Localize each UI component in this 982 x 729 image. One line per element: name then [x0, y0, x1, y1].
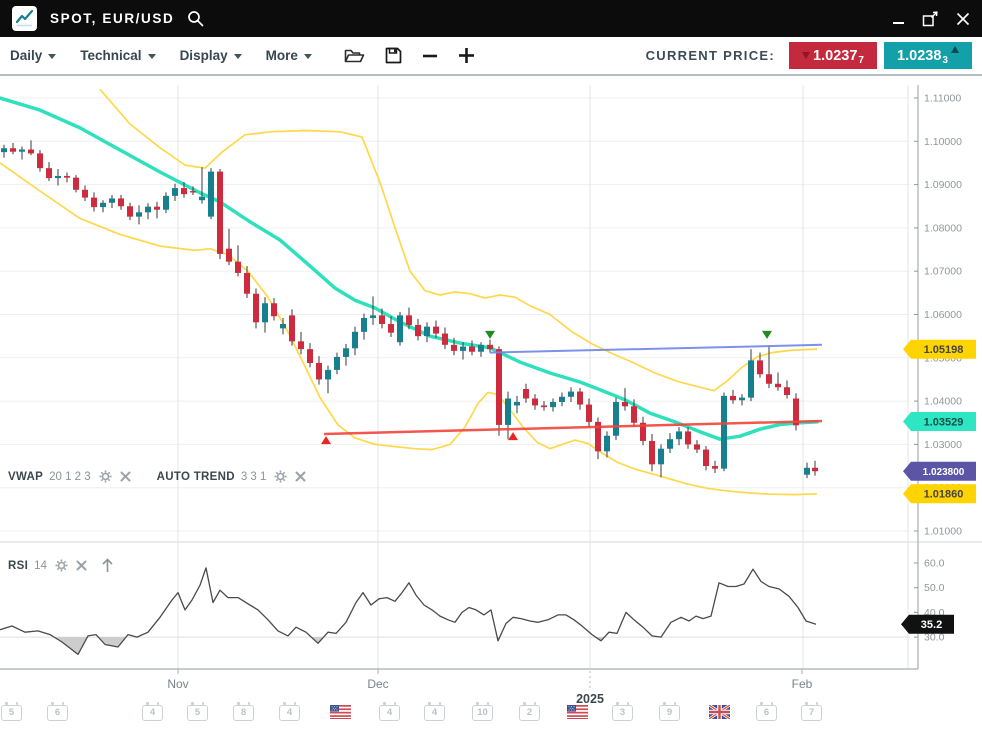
calendar-event-icon[interactable]: 4 [424, 702, 445, 721]
zoom-in-icon[interactable] [458, 47, 475, 64]
svg-text:1.11000: 1.11000 [924, 93, 961, 105]
svg-text:1.03000: 1.03000 [924, 439, 962, 451]
us-flag-icon[interactable] [330, 705, 351, 719]
calendar-event-icon[interactable]: 4 [379, 702, 400, 721]
bid-price-badge: 1.0237 7 [789, 42, 877, 69]
price-axis-labels: 1.11000 1.10000 1.09000 1.08000 1.07000 1.060… [914, 93, 962, 644]
us-flag-icon[interactable] [567, 705, 588, 719]
rsi-move-up-icon[interactable] [101, 558, 114, 573]
rsi-line [0, 567, 817, 656]
svg-text:1.023800: 1.023800 [923, 467, 965, 478]
svg-text:Dec: Dec [367, 677, 388, 691]
rsi-settings-gear-icon[interactable] [55, 559, 68, 572]
arrow-down-icon [802, 52, 811, 59]
vwap-settings-gear-icon[interactable] [99, 470, 112, 483]
chevron-down-icon [147, 54, 156, 59]
price-tags: 1.05198 1.03529 1.023800 1.01860 35.2 [901, 339, 976, 634]
display-menu[interactable]: Display [180, 48, 242, 63]
svg-text:1.01860: 1.01860 [924, 489, 964, 501]
calendar-event-icon[interactable]: 3 [612, 702, 633, 721]
candlestick-series [1, 140, 818, 479]
calendar-event-icon[interactable]: 2 [519, 702, 540, 721]
svg-text:50.0: 50.0 [924, 582, 945, 594]
rsi-oversold-fill [0, 637, 816, 655]
calendar-event-icon[interactable]: 4 [142, 702, 163, 721]
calendar-event-icon[interactable]: 6 [47, 702, 68, 721]
minimize-icon[interactable] [892, 12, 905, 25]
price-chart-svg[interactable]: 1.11000 1.10000 1.09000 1.08000 1.07000 1.060… [0, 78, 982, 729]
technical-menu[interactable]: Technical [80, 48, 156, 63]
close-icon[interactable] [956, 12, 970, 26]
more-menu[interactable]: More [266, 48, 312, 63]
svg-text:60.0: 60.0 [924, 558, 945, 570]
uk-flag-icon[interactable] [709, 705, 730, 719]
chart-area: 1.11000 1.10000 1.09000 1.08000 1.07000 1.060… [0, 78, 982, 729]
vwap-line [0, 96, 819, 441]
window-controls [892, 10, 970, 27]
svg-text:Feb: Feb [792, 677, 813, 691]
auto-trend-lines [323, 343, 823, 436]
rsi-indicator-label: RSI [8, 559, 29, 572]
time-axis-labels: Nov Dec Feb 2025 [167, 669, 813, 706]
svg-text:1.10000: 1.10000 [924, 136, 962, 148]
grid-lines [0, 85, 910, 669]
save-icon[interactable] [385, 47, 402, 64]
chevron-down-icon [303, 54, 312, 59]
chevron-down-icon [48, 54, 57, 59]
trend-markers [321, 330, 772, 445]
calendar-event-icon[interactable]: 7 [801, 702, 822, 721]
autotrend-settings-gear-icon[interactable] [274, 470, 287, 483]
svg-text:1.01000: 1.01000 [924, 526, 962, 538]
autotrend-remove-icon[interactable] [295, 471, 306, 482]
symbol-title: SPOT, EUR/USD [50, 11, 175, 26]
vwap-indicator-label: VWAP [8, 470, 44, 483]
open-folder-icon[interactable] [344, 47, 365, 64]
calendar-event-icon[interactable]: 6 [756, 702, 777, 721]
svg-text:35.2: 35.2 [921, 619, 942, 631]
calendar-event-icon[interactable]: 9 [659, 702, 680, 721]
indicator-labels-row: VWAP 20 1 2 3 AUTO TREND 3 3 1 [8, 470, 306, 483]
ask-price-badge: 1.0238 3 [884, 42, 972, 69]
autotrend-indicator-params: 3 3 1 [240, 470, 267, 483]
svg-text:Nov: Nov [167, 677, 188, 691]
chart-app-icon [12, 6, 37, 31]
search-icon[interactable] [187, 10, 204, 27]
chart-toolbar: Daily Technical Display More CUR [0, 37, 982, 76]
svg-text:1.09000: 1.09000 [924, 179, 962, 191]
calendar-event-icon[interactable]: 10 [472, 702, 493, 721]
autotrend-indicator-label: AUTO TREND [156, 470, 235, 483]
svg-text:1.06000: 1.06000 [924, 309, 962, 321]
zoom-out-icon[interactable] [422, 48, 438, 64]
svg-text:1.03529: 1.03529 [924, 416, 964, 428]
calendar-event-icon[interactable]: 4 [279, 702, 300, 721]
vwap-remove-icon[interactable] [120, 471, 131, 482]
svg-text:2025: 2025 [576, 692, 604, 706]
rsi-indicator-params: 14 [34, 559, 47, 572]
current-price-label: CURRENT PRICE: [645, 48, 775, 63]
timeframe-menu[interactable]: Daily [10, 48, 57, 63]
current-price-panel: CURRENT PRICE: 1.0237 7 1.0238 3 [646, 42, 972, 69]
svg-text:1.07000: 1.07000 [924, 266, 962, 278]
calendar-event-icon[interactable]: 5 [187, 702, 208, 721]
calendar-event-icon[interactable]: 8 [233, 702, 254, 721]
rsi-remove-icon[interactable] [76, 560, 87, 571]
rsi-label-row: RSI 14 [8, 558, 114, 573]
svg-text:1.04000: 1.04000 [924, 396, 962, 408]
calendar-event-icon[interactable]: 5 [1, 702, 22, 721]
svg-text:1.08000: 1.08000 [924, 222, 962, 234]
chevron-down-icon [233, 54, 242, 59]
svg-text:1.05198: 1.05198 [924, 344, 964, 356]
svg-text:30.0: 30.0 [924, 632, 945, 644]
arrow-up-icon [950, 46, 959, 53]
vwap-indicator-params: 20 1 2 3 [49, 470, 91, 483]
popout-icon[interactable] [922, 10, 939, 27]
title-bar: SPOT, EUR/USD [0, 0, 982, 37]
